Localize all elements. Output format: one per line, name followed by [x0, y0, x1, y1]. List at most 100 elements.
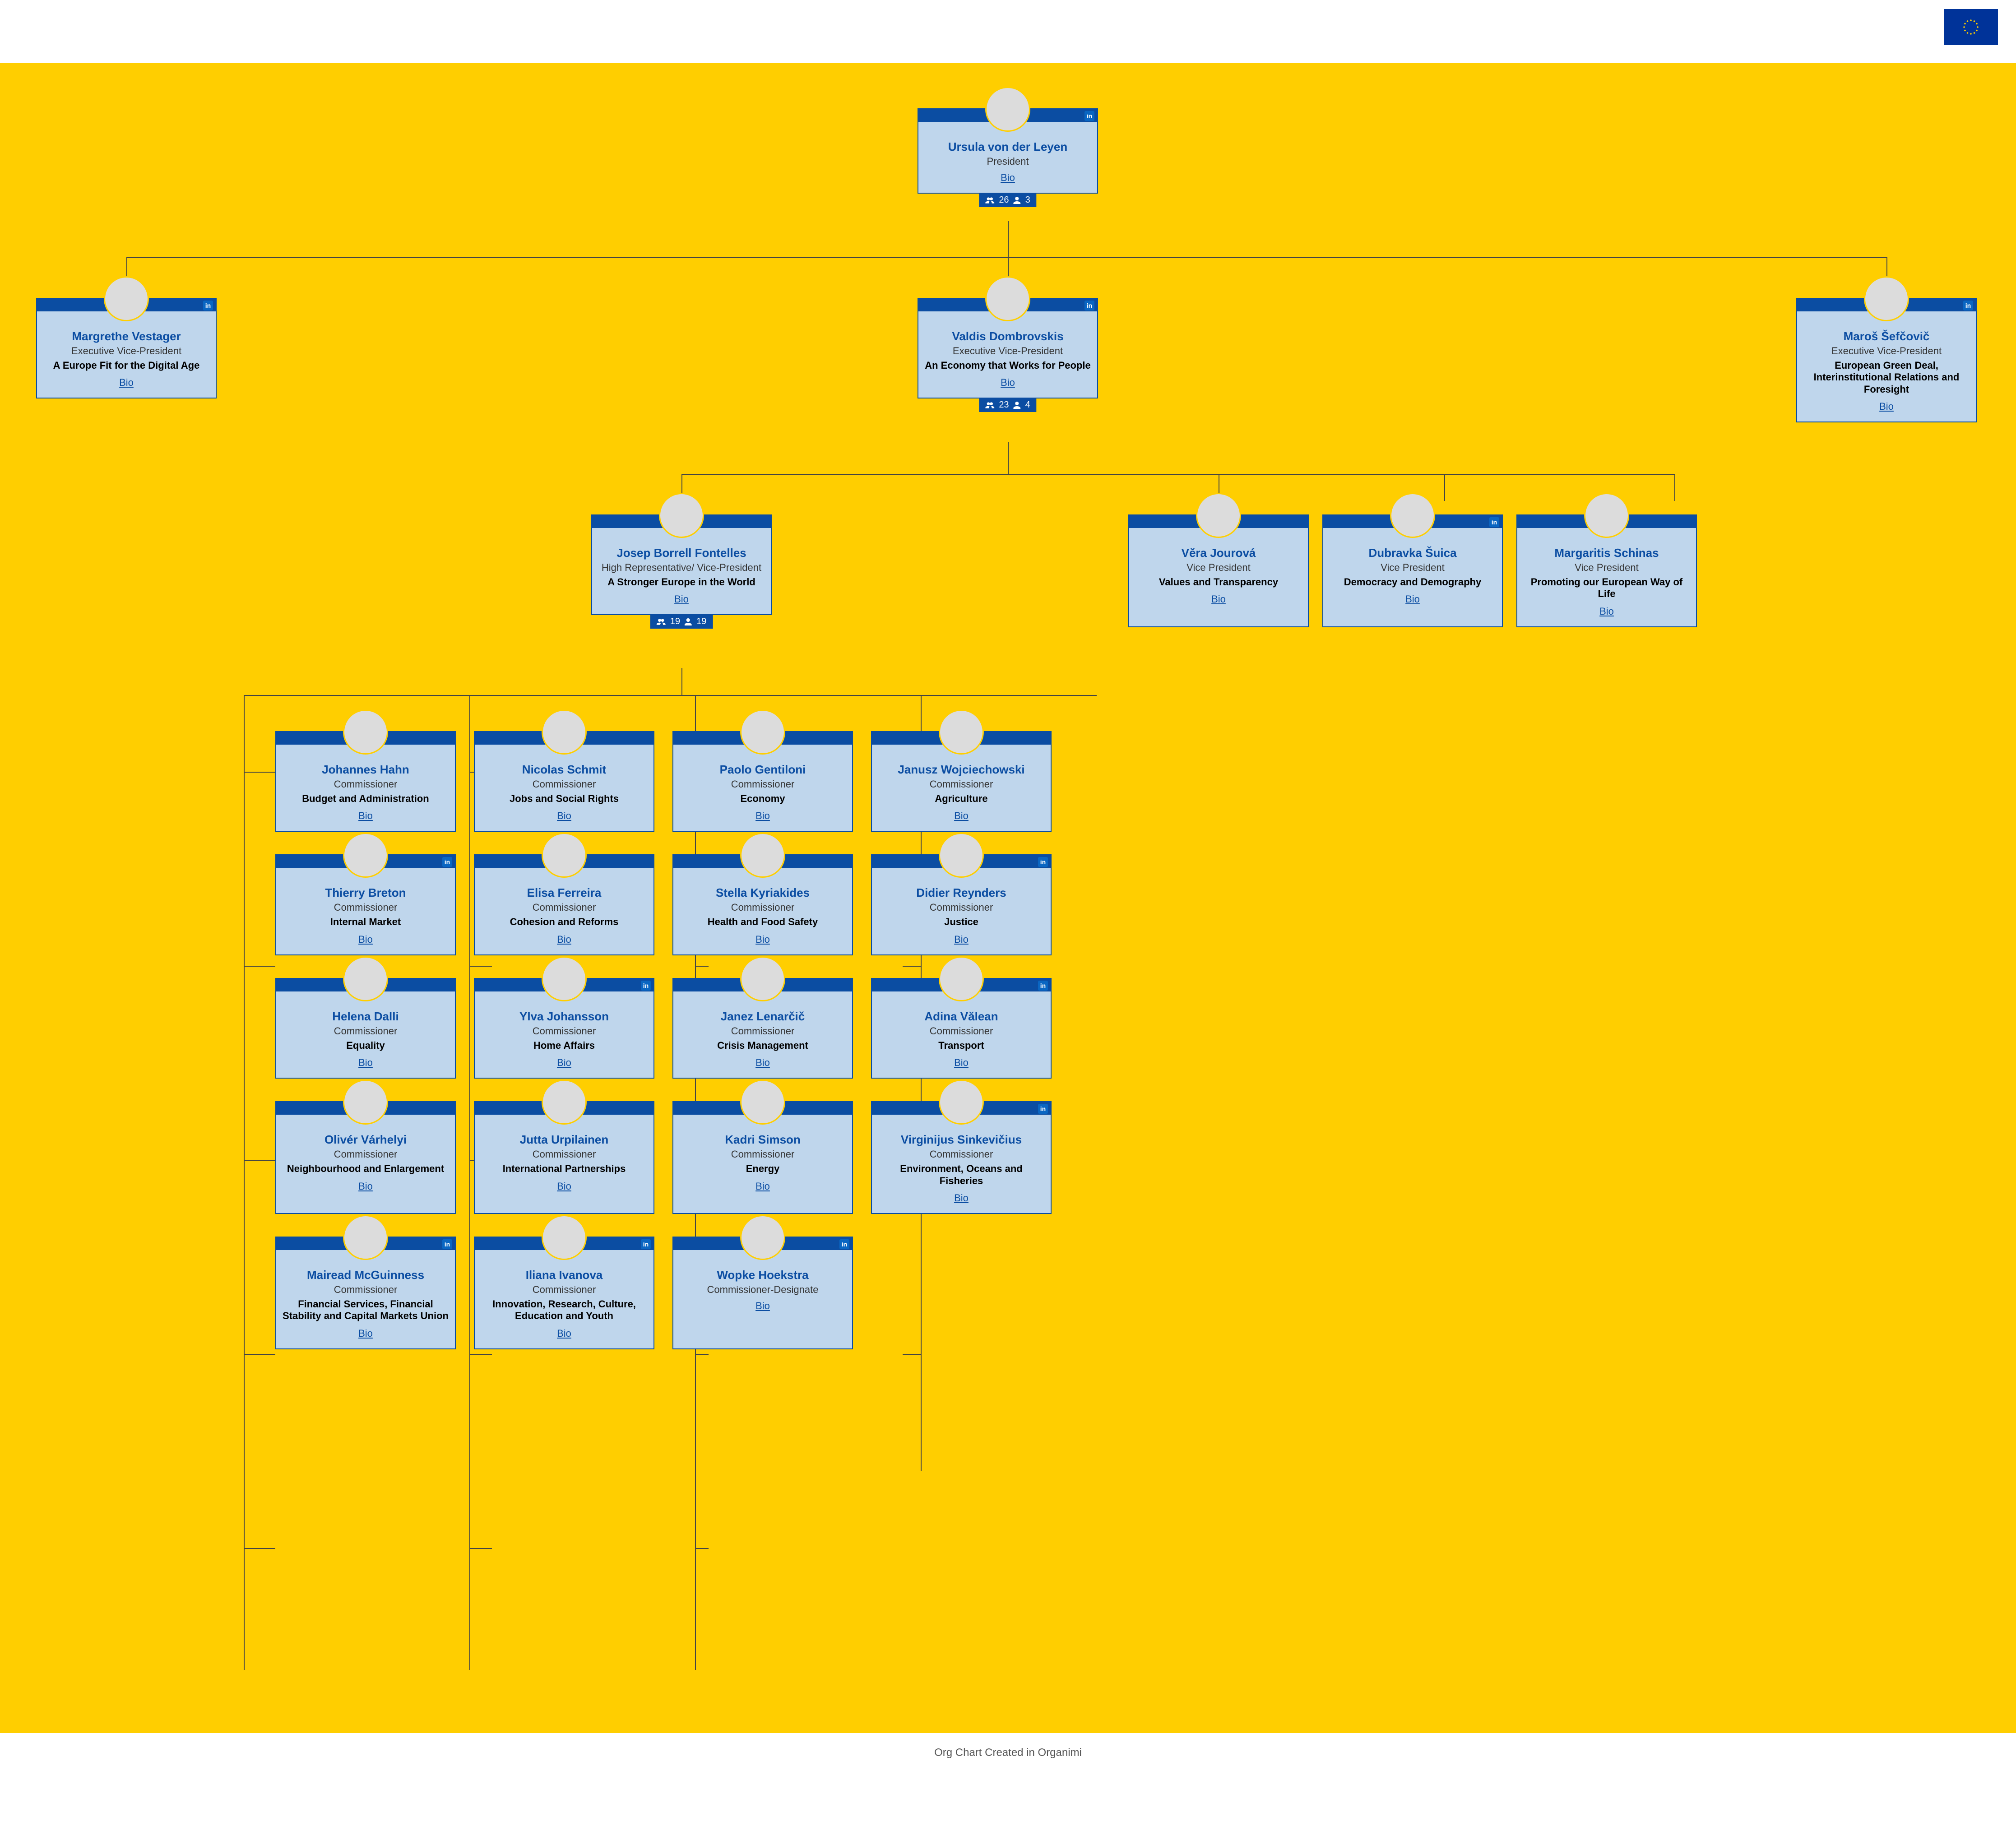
- bio-link[interactable]: Bio: [954, 1192, 969, 1204]
- linkedin-icon[interactable]: in: [641, 1239, 651, 1249]
- linkedin-icon[interactable]: in: [1963, 301, 1973, 310]
- connector: [244, 966, 275, 967]
- bio-link[interactable]: Bio: [119, 377, 134, 389]
- direct-reports: 19: [696, 616, 706, 627]
- total-reports: 23: [999, 400, 1009, 410]
- card-commissioner[interactable]: Elisa Ferreira Commissioner Cohesion and…: [474, 854, 654, 955]
- linkedin-icon[interactable]: in: [1084, 111, 1094, 121]
- bio-link[interactable]: Bio: [954, 934, 969, 945]
- connector: [695, 1548, 709, 1549]
- card-president[interactable]: in Ursula von der Leyen President Bio 26…: [918, 108, 1098, 194]
- avatar: [542, 1079, 587, 1125]
- bio-link[interactable]: Bio: [755, 1057, 770, 1069]
- person-portfolio: European Green Deal, Interinstitutional …: [1803, 360, 1970, 395]
- connector: [1674, 474, 1675, 501]
- person-portfolio: Health and Food Safety: [679, 916, 847, 928]
- bio-link[interactable]: Bio: [954, 1057, 969, 1069]
- card-commissioner[interactable]: Nicolas Schmit Commissioner Jobs and Soc…: [474, 731, 654, 832]
- linkedin-icon[interactable]: in: [442, 1239, 452, 1249]
- card-commissioner[interactable]: Stella Kyriakides Commissioner Health an…: [672, 854, 853, 955]
- linkedin-icon[interactable]: in: [1084, 301, 1094, 310]
- bio-link[interactable]: Bio: [954, 810, 969, 822]
- bio-link[interactable]: Bio: [1879, 401, 1894, 412]
- bio-link[interactable]: Bio: [557, 934, 571, 945]
- card-vp[interactable]: Margaritis Schinas Vice President Promot…: [1516, 514, 1697, 627]
- person-name: Dubravka Šuica: [1329, 546, 1497, 560]
- card-commissioner[interactable]: in Virginijus Sinkevičius Commissioner E…: [871, 1101, 1052, 1214]
- card-vp[interactable]: Věra Jourová Vice President Values and T…: [1128, 514, 1309, 627]
- connector: [903, 1354, 921, 1355]
- card-commissioner[interactable]: Janez Lenarčič Commissioner Crisis Manag…: [672, 978, 853, 1079]
- bio-link[interactable]: Bio: [755, 1300, 770, 1312]
- card-commissioner[interactable]: Johannes Hahn Commissioner Budget and Ad…: [275, 731, 456, 832]
- card-commissioner[interactable]: in Wopke Hoekstra Commissioner-Designate…: [672, 1237, 853, 1349]
- card-commissioner[interactable]: Kadri Simson Commissioner Energy Bio: [672, 1101, 853, 1214]
- card-evp-vestager[interactable]: in Margrethe Vestager Executive Vice-Pre…: [36, 298, 217, 398]
- card-commissioner[interactable]: Janusz Wojciechowski Commissioner Agricu…: [871, 731, 1052, 832]
- person-title: Commissioner: [877, 778, 1045, 790]
- reports-count: 19 19: [650, 615, 713, 629]
- linkedin-icon[interactable]: in: [1038, 981, 1048, 991]
- bio-link[interactable]: Bio: [557, 1181, 571, 1192]
- connector: [681, 668, 682, 695]
- person-name: Didier Reynders: [877, 886, 1045, 900]
- person-portfolio: Cohesion and Reforms: [480, 916, 648, 928]
- linkedin-icon[interactable]: in: [1038, 857, 1048, 867]
- bio-link[interactable]: Bio: [755, 934, 770, 945]
- avatar: [985, 276, 1030, 321]
- bio-link[interactable]: Bio: [557, 1057, 571, 1069]
- person-portfolio: Justice: [877, 916, 1045, 928]
- connector: [244, 772, 275, 773]
- person-name: Margaritis Schinas: [1523, 546, 1691, 560]
- person-portfolio: International Partnerships: [480, 1163, 648, 1175]
- card-commissioner[interactable]: in Thierry Breton Commissioner Internal …: [275, 854, 456, 955]
- bio-link[interactable]: Bio: [1211, 593, 1226, 605]
- bio-link[interactable]: Bio: [1599, 606, 1614, 617]
- card-commissioner[interactable]: Jutta Urpilainen Commissioner Internatio…: [474, 1101, 654, 1214]
- bio-link[interactable]: Bio: [674, 593, 689, 605]
- card-commissioner[interactable]: in Ylva Johansson Commissioner Home Affa…: [474, 978, 654, 1079]
- card-commissioner[interactable]: in Iliana Ivanova Commissioner Innovatio…: [474, 1237, 654, 1349]
- bio-link[interactable]: Bio: [1405, 593, 1420, 605]
- total-reports: 26: [999, 195, 1009, 205]
- card-commissioner[interactable]: Paolo Gentiloni Commissioner Economy Bio: [672, 731, 853, 832]
- bio-link[interactable]: Bio: [1001, 377, 1015, 389]
- card-evp-dombrovskis[interactable]: in Valdis Dombrovskis Executive Vice-Pre…: [918, 298, 1098, 398]
- person-title: Commissioner-Designate: [679, 1284, 847, 1296]
- person-title: High Representative/ Vice-President: [598, 562, 765, 574]
- linkedin-icon[interactable]: in: [1038, 1104, 1048, 1114]
- card-commissioner[interactable]: in Adina Vălean Commissioner Transport B…: [871, 978, 1052, 1079]
- card-commissioner[interactable]: Olivér Várhelyi Commissioner Neighbourho…: [275, 1101, 456, 1214]
- card-commissioner[interactable]: Helena Dalli Commissioner Equality Bio: [275, 978, 456, 1079]
- bio-link[interactable]: Bio: [358, 1328, 373, 1339]
- person-title: Commissioner: [877, 1149, 1045, 1160]
- linkedin-icon[interactable]: in: [839, 1239, 849, 1249]
- bio-link[interactable]: Bio: [1001, 172, 1015, 184]
- linkedin-icon[interactable]: in: [1489, 517, 1499, 527]
- card-evp-sefcovic[interactable]: in Maroš Šefčovič Executive Vice-Preside…: [1796, 298, 1977, 422]
- person-portfolio: Promoting our European Way of Life: [1523, 576, 1691, 600]
- connector: [1008, 221, 1009, 257]
- card-commissioner[interactable]: in Mairead McGuinness Commissioner Finan…: [275, 1237, 456, 1349]
- bio-link[interactable]: Bio: [358, 1181, 373, 1192]
- bio-link[interactable]: Bio: [358, 1057, 373, 1069]
- bio-link[interactable]: Bio: [358, 810, 373, 822]
- card-commissioner[interactable]: in Didier Reynders Commissioner Justice …: [871, 854, 1052, 955]
- bio-link[interactable]: Bio: [557, 810, 571, 822]
- reports-count: 23 4: [979, 398, 1036, 412]
- card-vp[interactable]: in Dubravka Šuica Vice President Democra…: [1322, 514, 1503, 627]
- bio-link[interactable]: Bio: [755, 1181, 770, 1192]
- avatar: [740, 709, 785, 755]
- linkedin-icon[interactable]: in: [442, 857, 452, 867]
- linkedin-icon[interactable]: in: [641, 981, 651, 991]
- bio-link[interactable]: Bio: [755, 810, 770, 822]
- bio-link[interactable]: Bio: [557, 1328, 571, 1339]
- avatar: [659, 493, 704, 538]
- person-title: President: [924, 156, 1092, 167]
- person-name: Virginijus Sinkevičius: [877, 1133, 1045, 1147]
- linkedin-icon[interactable]: in: [203, 301, 213, 310]
- person-name: Johannes Hahn: [282, 763, 450, 777]
- card-hrvp-borrell[interactable]: Josep Borrell Fontelles High Representat…: [591, 514, 772, 615]
- bio-link[interactable]: Bio: [358, 934, 373, 945]
- connector: [244, 1548, 275, 1549]
